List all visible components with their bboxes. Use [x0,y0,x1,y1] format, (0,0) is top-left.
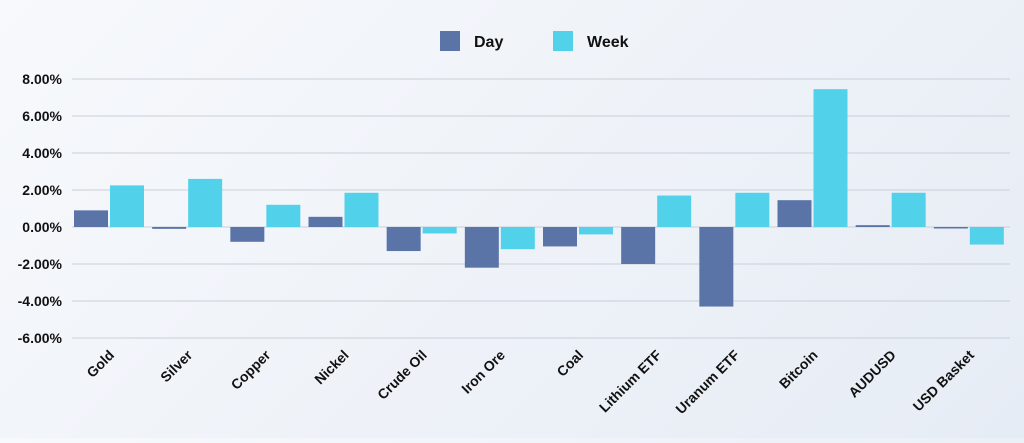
bar-week-silver [188,178,223,227]
y-axis: 8.00% 6.00% 4.00% 2.00% 0.00% -2.00% -4.00% -6.… [18,71,63,346]
bar-week-crude-oil [422,227,457,234]
legend-swatch-day [440,31,460,51]
x-tick-label: Gold [83,347,117,381]
legend-swatch-week [553,31,573,51]
bar-day-lithium-etf [621,227,656,264]
legend: Day Week [440,31,629,51]
bar-week-uranum-etf [735,192,770,227]
x-tick-label: Uranum ETF [672,346,742,416]
y-tick-label: 0.00% [22,219,62,235]
bar-week-usd-basket [969,227,1004,245]
x-tick-label: USD Basket [910,347,978,415]
bar-day-audusd [855,225,890,227]
bar-week-coal [579,227,613,235]
x-tick-label: Coal [553,347,586,380]
bars [74,89,1004,307]
bar-week-iron-ore [500,227,535,250]
y-tick-label: 6.00% [22,108,62,124]
y-tick-label: 4.00% [22,145,62,161]
x-tick-label: AUDUSD [845,347,899,401]
x-tick-label: Nickel [311,347,351,387]
bar-day-usd-basket [933,227,968,229]
bar-day-silver [152,227,187,229]
legend-label-day: Day [474,34,503,51]
x-tick-label: Lithium ETF [596,347,665,416]
y-tick-label: -2.00% [18,256,63,272]
bar-week-nickel [344,192,379,227]
y-tick-label: -6.00% [18,330,63,346]
x-tick-label: Copper [228,346,274,392]
x-tick-label: Bitcoin [776,347,821,392]
bar-day-copper [230,227,265,242]
y-tick-label: -4.00% [18,293,63,309]
gridlines [72,78,1010,339]
bar-day-coal [543,227,577,247]
bar-week-audusd [891,192,926,227]
bar-day-bitcoin [777,200,812,227]
x-tick-label: Silver [157,346,196,385]
bar-day-crude-oil [386,227,421,252]
bar-week-gold [110,185,144,227]
bar-day-iron-ore [464,227,499,268]
legend-label-week: Week [587,34,629,51]
bar-week-bitcoin [813,89,848,227]
bar-day-uranum-etf [699,227,734,307]
bar-day-nickel [308,216,343,227]
x-tick-label: Iron Ore [458,347,508,397]
x-tick-label: Crude Oil [374,347,430,403]
bar-week-copper [266,204,301,227]
bar-day-gold [74,210,108,227]
y-tick-label: 8.00% [22,71,62,87]
bar-week-lithium-etf [657,195,692,227]
x-axis: Gold Silver Copper Nickel Crude Oil Iron Ore C… [83,346,977,417]
y-tick-label: 2.00% [22,182,62,198]
